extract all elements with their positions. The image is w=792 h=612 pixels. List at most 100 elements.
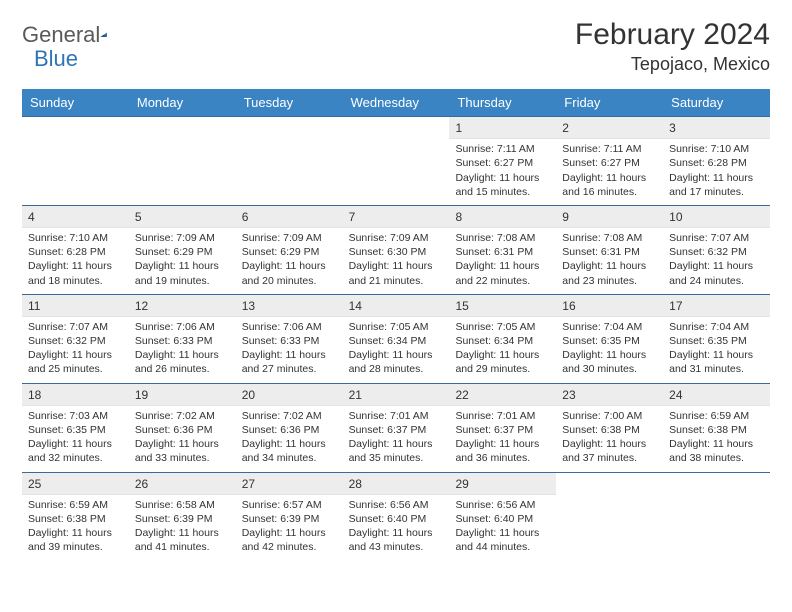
sunset-text: Sunset: 6:27 PM xyxy=(455,156,550,170)
day-info: Sunrise: 6:58 AMSunset: 6:39 PMDaylight:… xyxy=(129,495,236,561)
calendar-cell: 4Sunrise: 7:10 AMSunset: 6:28 PMDaylight… xyxy=(22,206,129,294)
day-info: Sunrise: 6:56 AMSunset: 6:40 PMDaylight:… xyxy=(343,495,450,561)
day-number: 21 xyxy=(343,384,450,406)
sunrise-text: Sunrise: 7:00 AM xyxy=(562,409,657,423)
daylight-text-line1: Daylight: 11 hours xyxy=(349,259,444,273)
daylight-text-line2: and 37 minutes. xyxy=(562,451,657,465)
day-info: Sunrise: 7:02 AMSunset: 6:36 PMDaylight:… xyxy=(236,406,343,472)
day-number: 13 xyxy=(236,295,343,317)
daylight-text-line1: Daylight: 11 hours xyxy=(135,526,230,540)
day-number: 8 xyxy=(449,206,556,228)
daylight-text-line2: and 38 minutes. xyxy=(669,451,764,465)
day-info: Sunrise: 7:01 AMSunset: 6:37 PMDaylight:… xyxy=(449,406,556,472)
sunset-text: Sunset: 6:35 PM xyxy=(28,423,123,437)
sunset-text: Sunset: 6:35 PM xyxy=(562,334,657,348)
daylight-text-line2: and 17 minutes. xyxy=(669,185,764,199)
sunset-text: Sunset: 6:33 PM xyxy=(135,334,230,348)
day-number: 2 xyxy=(556,117,663,139)
day-number: 24 xyxy=(663,384,770,406)
sunset-text: Sunset: 6:38 PM xyxy=(669,423,764,437)
daylight-text-line2: and 27 minutes. xyxy=(242,362,337,376)
day-info: Sunrise: 7:08 AMSunset: 6:31 PMDaylight:… xyxy=(556,228,663,294)
daylight-text-line1: Daylight: 11 hours xyxy=(669,171,764,185)
calendar-cell: 5Sunrise: 7:09 AMSunset: 6:29 PMDaylight… xyxy=(129,206,236,294)
daylight-text-line2: and 33 minutes. xyxy=(135,451,230,465)
sunrise-text: Sunrise: 6:59 AM xyxy=(28,498,123,512)
daylight-text-line1: Daylight: 11 hours xyxy=(28,348,123,362)
day-number: 28 xyxy=(343,473,450,495)
weekday-heading: Thursday xyxy=(449,89,556,116)
day-info: Sunrise: 7:09 AMSunset: 6:29 PMDaylight:… xyxy=(129,228,236,294)
day-info: Sunrise: 7:04 AMSunset: 6:35 PMDaylight:… xyxy=(556,317,663,383)
calendar-cell: 26Sunrise: 6:58 AMSunset: 6:39 PMDayligh… xyxy=(129,473,236,561)
calendar-cell xyxy=(556,473,663,561)
sunset-text: Sunset: 6:34 PM xyxy=(455,334,550,348)
calendar-row: 1Sunrise: 7:11 AMSunset: 6:27 PMDaylight… xyxy=(22,116,770,205)
day-info: Sunrise: 6:59 AMSunset: 6:38 PMDaylight:… xyxy=(663,406,770,472)
sunrise-text: Sunrise: 7:05 AM xyxy=(455,320,550,334)
sunrise-text: Sunrise: 7:11 AM xyxy=(562,142,657,156)
calendar-cell: 3Sunrise: 7:10 AMSunset: 6:28 PMDaylight… xyxy=(663,117,770,205)
calendar-cell: 29Sunrise: 6:56 AMSunset: 6:40 PMDayligh… xyxy=(449,473,556,561)
daylight-text-line2: and 36 minutes. xyxy=(455,451,550,465)
daylight-text-line1: Daylight: 11 hours xyxy=(242,437,337,451)
day-number: 25 xyxy=(22,473,129,495)
sunset-text: Sunset: 6:40 PM xyxy=(349,512,444,526)
weekday-heading: Tuesday xyxy=(236,89,343,116)
day-number: 5 xyxy=(129,206,236,228)
daylight-text-line1: Daylight: 11 hours xyxy=(349,437,444,451)
title-block: February 2024 Tepojaco, Mexico xyxy=(575,18,770,75)
daylight-text-line2: and 18 minutes. xyxy=(28,274,123,288)
daylight-text-line2: and 31 minutes. xyxy=(669,362,764,376)
calendar-cell: 23Sunrise: 7:00 AMSunset: 6:38 PMDayligh… xyxy=(556,384,663,472)
daylight-text-line2: and 25 minutes. xyxy=(28,362,123,376)
sunrise-text: Sunrise: 7:03 AM xyxy=(28,409,123,423)
daylight-text-line2: and 30 minutes. xyxy=(562,362,657,376)
day-info: Sunrise: 7:11 AMSunset: 6:27 PMDaylight:… xyxy=(556,139,663,205)
logo-text-blue: Blue xyxy=(34,46,78,72)
daylight-text-line2: and 24 minutes. xyxy=(669,274,764,288)
day-info: Sunrise: 7:03 AMSunset: 6:35 PMDaylight:… xyxy=(22,406,129,472)
sunrise-text: Sunrise: 7:02 AM xyxy=(135,409,230,423)
logo: General xyxy=(22,22,134,48)
calendar: Sunday Monday Tuesday Wednesday Thursday… xyxy=(22,89,770,560)
sunset-text: Sunset: 6:35 PM xyxy=(669,334,764,348)
sunrise-text: Sunrise: 7:06 AM xyxy=(242,320,337,334)
day-info: Sunrise: 7:10 AMSunset: 6:28 PMDaylight:… xyxy=(663,139,770,205)
calendar-cell xyxy=(129,117,236,205)
day-info: Sunrise: 6:57 AMSunset: 6:39 PMDaylight:… xyxy=(236,495,343,561)
month-title: February 2024 xyxy=(575,18,770,52)
daylight-text-line1: Daylight: 11 hours xyxy=(562,437,657,451)
daylight-text-line2: and 41 minutes. xyxy=(135,540,230,554)
calendar-cell: 2Sunrise: 7:11 AMSunset: 6:27 PMDaylight… xyxy=(556,117,663,205)
sunrise-text: Sunrise: 6:59 AM xyxy=(669,409,764,423)
day-number: 20 xyxy=(236,384,343,406)
daylight-text-line2: and 42 minutes. xyxy=(242,540,337,554)
daylight-text-line2: and 34 minutes. xyxy=(242,451,337,465)
daylight-text-line2: and 20 minutes. xyxy=(242,274,337,288)
daylight-text-line1: Daylight: 11 hours xyxy=(455,259,550,273)
weekday-heading: Wednesday xyxy=(343,89,450,116)
weekday-heading: Monday xyxy=(129,89,236,116)
daylight-text-line2: and 21 minutes. xyxy=(349,274,444,288)
day-info: Sunrise: 7:05 AMSunset: 6:34 PMDaylight:… xyxy=(449,317,556,383)
day-number: 29 xyxy=(449,473,556,495)
daylight-text-line1: Daylight: 11 hours xyxy=(349,348,444,362)
calendar-header-row: Sunday Monday Tuesday Wednesday Thursday… xyxy=(22,89,770,116)
day-number: 23 xyxy=(556,384,663,406)
day-number: 9 xyxy=(556,206,663,228)
calendar-body: 1Sunrise: 7:11 AMSunset: 6:27 PMDaylight… xyxy=(22,116,770,560)
daylight-text-line1: Daylight: 11 hours xyxy=(242,259,337,273)
calendar-cell: 22Sunrise: 7:01 AMSunset: 6:37 PMDayligh… xyxy=(449,384,556,472)
daylight-text-line1: Daylight: 11 hours xyxy=(562,348,657,362)
daylight-text-line1: Daylight: 11 hours xyxy=(455,437,550,451)
day-info: Sunrise: 7:05 AMSunset: 6:34 PMDaylight:… xyxy=(343,317,450,383)
day-info: Sunrise: 7:06 AMSunset: 6:33 PMDaylight:… xyxy=(129,317,236,383)
logo-text-general: General xyxy=(22,22,100,48)
sunrise-text: Sunrise: 7:09 AM xyxy=(135,231,230,245)
day-number: 16 xyxy=(556,295,663,317)
calendar-cell: 13Sunrise: 7:06 AMSunset: 6:33 PMDayligh… xyxy=(236,295,343,383)
sunset-text: Sunset: 6:28 PM xyxy=(669,156,764,170)
day-info: Sunrise: 7:09 AMSunset: 6:30 PMDaylight:… xyxy=(343,228,450,294)
daylight-text-line1: Daylight: 11 hours xyxy=(242,348,337,362)
